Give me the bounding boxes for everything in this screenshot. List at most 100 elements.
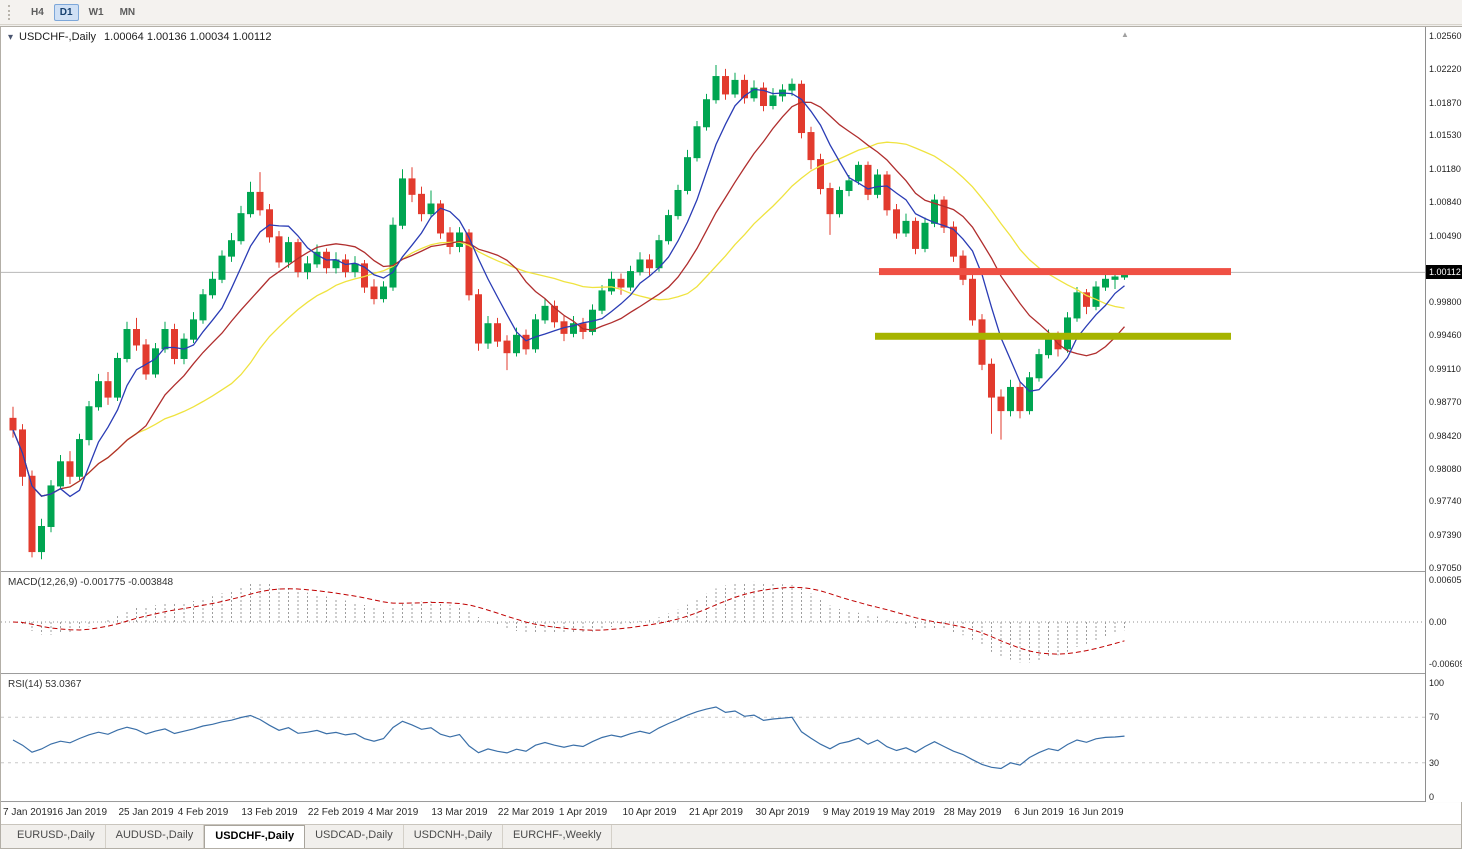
- bear-candle: [465, 232, 473, 296]
- bear-candle: [66, 461, 74, 477]
- timeframe-button-w1[interactable]: W1: [88, 6, 104, 18]
- timeframe-button-group: H4 D1 W1 MN: [23, 3, 143, 21]
- bull-candle: [836, 189, 843, 215]
- date-label: 10 Apr 2019: [622, 807, 677, 818]
- price-axis[interactable]: 1.02560 1.02220 1.01870 1.01530 1.01180 1.008…: [1425, 27, 1462, 802]
- bull-candle: [608, 278, 615, 292]
- macd-signal-line[interactable]: [12, 586, 1125, 655]
- bull-candle: [199, 294, 207, 321]
- bull-candle: [541, 305, 549, 321]
- support-line[interactable]: [875, 332, 1231, 340]
- date-label: 4 Feb 2019: [177, 807, 229, 818]
- timeframe-button-d1[interactable]: D1: [53, 3, 79, 21]
- panel-separator: [1, 801, 1461, 804]
- bull-candle: [674, 189, 682, 217]
- bear-candle: [408, 178, 416, 195]
- bear-candle: [617, 278, 625, 288]
- bear-candle: [446, 232, 454, 247]
- chart-tab-usdcnh[interactable]: USDCNH-,Daily: [404, 825, 503, 848]
- bull-candle: [921, 222, 929, 249]
- bull-candle: [228, 240, 235, 257]
- bear-candle: [342, 259, 349, 273]
- price-axis-label: 0.97050: [1429, 563, 1462, 573]
- bear-candle: [978, 319, 986, 365]
- bull-candle: [209, 278, 216, 296]
- bull-candle: [1102, 278, 1109, 288]
- bull-candle: [123, 329, 131, 359]
- bull-candle: [285, 242, 292, 263]
- bear-candle: [722, 76, 729, 95]
- bull-candle: [769, 95, 777, 107]
- bear-candle: [807, 132, 815, 161]
- chart-tab-audusd[interactable]: AUDUSD-,Daily: [106, 825, 205, 848]
- bull-candle: [351, 263, 359, 273]
- rsi-label: RSI(14) 53.0367: [8, 679, 82, 690]
- bull-candle: [389, 224, 397, 288]
- bull-candle: [380, 286, 387, 300]
- bull-candle: [1007, 386, 1014, 412]
- price-axis-label: 0.98420: [1429, 430, 1462, 441]
- chart-symbol-label: USDCHF-,Daily: [19, 31, 97, 43]
- bull-candle: [636, 259, 644, 273]
- macd-indicator-chart[interactable]: [1, 573, 1425, 673]
- bull-candle: [190, 319, 197, 340]
- toolbar-grip[interactable]: [8, 4, 13, 20]
- bear-candle: [997, 396, 1005, 412]
- bull-candle: [456, 232, 463, 247]
- bear-candle: [437, 203, 444, 234]
- price-axis-label: 0.97740: [1429, 496, 1462, 507]
- chart-shift-marker[interactable]: ▲: [1121, 30, 1129, 39]
- timeframe-button-mn[interactable]: MN: [119, 6, 136, 18]
- panel-separator[interactable]: [1, 571, 1461, 574]
- resistance-line[interactable]: [879, 268, 1231, 276]
- date-label: 7 Jan 2019: [3, 807, 53, 818]
- bear-candle: [883, 174, 891, 211]
- timeframe-button-h4[interactable]: H4: [31, 6, 44, 18]
- date-label: 4 Mar 2019: [367, 807, 419, 818]
- ma-slow-line[interactable]: [12, 141, 1125, 497]
- bull-candle: [484, 323, 492, 344]
- price-axis-label: 1.01180: [1429, 164, 1461, 175]
- one-click-trading-arrow[interactable]: ▾: [8, 31, 14, 43]
- chart-tab-usdchf[interactable]: USDCHF-,Daily: [204, 825, 306, 848]
- bull-candle: [152, 348, 159, 375]
- time-axis[interactable]: 7 Jan 2019 16 Jan 2019 25 Jan 2019 4 Feb 20…: [1, 803, 1461, 824]
- bear-candle: [475, 294, 482, 344]
- candlestick-chart[interactable]: [1, 27, 1425, 571]
- bull-candle: [712, 76, 720, 101]
- macd-axis-label: -0.006096: [1429, 659, 1462, 670]
- bear-candle: [551, 305, 558, 323]
- macd-axis-label: 0.006058: [1429, 575, 1462, 585]
- bear-candle: [864, 164, 872, 195]
- bull-candle: [598, 290, 606, 311]
- rsi-axis-label: 30: [1429, 757, 1440, 768]
- bull-candle: [399, 178, 406, 226]
- date-label: 1 Apr 2019: [558, 807, 608, 818]
- price-axis-label: 0.98080: [1429, 463, 1462, 474]
- bear-candle: [969, 278, 976, 321]
- date-label: 19 May 2019: [877, 807, 935, 818]
- rsi-line[interactable]: [12, 706, 1125, 770]
- bull-candle: [114, 357, 121, 398]
- date-label: 13 Feb 2019: [241, 807, 298, 818]
- bear-candle: [646, 259, 653, 269]
- panel-separator[interactable]: [1, 673, 1461, 676]
- bear-candle: [522, 334, 530, 350]
- rsi-axis-label: 0: [1429, 792, 1435, 802]
- bear-candle: [826, 188, 834, 215]
- chart-tab-eurchf[interactable]: EURCHF-,Weekly: [503, 825, 613, 848]
- ma-medium-line[interactable]: [12, 101, 1125, 497]
- macd-label: MACD(12,26,9) -0.001775 -0.003848: [8, 577, 174, 588]
- chart-tab-eurusd[interactable]: EURUSD-,Daily: [7, 825, 106, 848]
- bull-candle: [855, 164, 862, 182]
- bear-candle: [104, 381, 112, 398]
- bull-candle: [47, 485, 55, 527]
- ma-fast-line[interactable]: [12, 88, 1125, 498]
- bear-candle: [798, 83, 805, 134]
- bull-candle: [684, 157, 691, 191]
- bear-candle: [133, 329, 140, 346]
- date-label: 28 May 2019: [943, 807, 1002, 818]
- rsi-indicator-chart[interactable]: [1, 675, 1425, 801]
- chart-tab-usdcad[interactable]: USDCAD-,Daily: [305, 825, 404, 848]
- bear-candle: [142, 344, 150, 375]
